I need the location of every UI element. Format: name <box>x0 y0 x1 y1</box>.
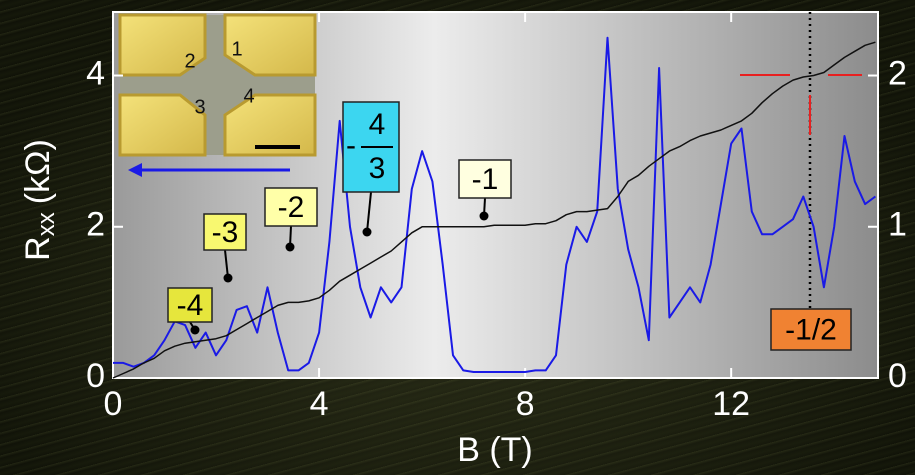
y-label-sub: xx <box>33 212 60 236</box>
x-tick-label: 4 <box>310 385 329 423</box>
y2-tick-label: 0 <box>888 357 907 395</box>
inset-label: 3 <box>194 96 205 118</box>
annotation-pin <box>286 243 295 252</box>
x-axis-label: B (T) <box>457 431 533 469</box>
annotation-label: -3 <box>212 216 239 249</box>
annotation-numerator: 4 <box>369 108 386 141</box>
y2-tick-label: 2 <box>888 55 907 93</box>
inset-label: 4 <box>243 85 254 107</box>
annotation-pin <box>191 326 200 335</box>
y2-tick-label: 1 <box>888 206 907 244</box>
annotation-label: -2 <box>278 191 305 224</box>
y-tick-label: 4 <box>86 55 105 93</box>
annotation-denominator: 3 <box>369 152 386 185</box>
y-tick-label: 0 <box>86 357 105 395</box>
annotation: -1/2 <box>771 309 851 350</box>
y-tick-label: 2 <box>86 206 105 244</box>
annotation-sign: - <box>346 129 356 162</box>
annotation-label: -4 <box>177 289 204 322</box>
inset <box>120 15 315 155</box>
x-tick-label: 0 <box>104 385 123 423</box>
inset-label: 2 <box>184 50 195 72</box>
inset-label: 1 <box>231 38 242 60</box>
annotation-label: -1/2 <box>785 313 837 346</box>
inset-pad <box>120 95 205 155</box>
y-label-main: R <box>19 236 57 261</box>
x-tick-label: 12 <box>712 385 750 423</box>
y-axis-label: Rxx (kΩ) <box>19 139 60 261</box>
annotation-pin <box>363 228 372 237</box>
annotation-pin <box>224 274 233 283</box>
x-tick-label: 8 <box>516 385 535 423</box>
y-label-unit: (kΩ) <box>19 139 57 204</box>
annotation-label: -1 <box>472 163 499 196</box>
chart: B (T) Rxx(kΩ) 213404812024012-4-3-2-43-1… <box>0 0 915 475</box>
annotation-pin <box>480 212 489 221</box>
